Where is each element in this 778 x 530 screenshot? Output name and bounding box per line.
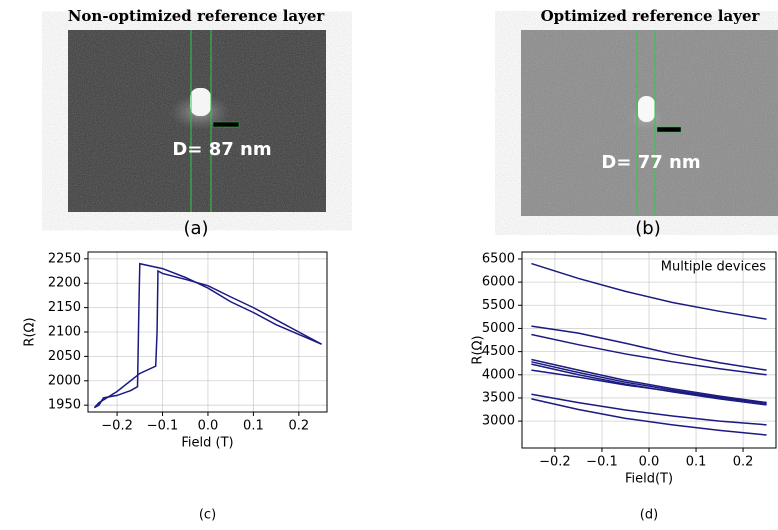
y-tick-label: 4500	[482, 344, 515, 359]
x-axis-label: Field(T)	[625, 472, 673, 487]
sem-image-a	[68, 30, 326, 212]
y-tick-label: 2150	[48, 300, 81, 315]
y-tick-label: 6000	[482, 275, 515, 290]
y-tick-label: 3000	[482, 414, 515, 429]
data-line	[531, 333, 767, 376]
y-tick-label: 2200	[48, 276, 81, 291]
panel-label: (a)	[183, 218, 208, 239]
x-tick-label: 0.1	[686, 455, 707, 470]
image-annotation: D= 77 nm	[601, 152, 700, 173]
panel-label: (c)	[199, 508, 216, 523]
data-line	[531, 398, 767, 436]
y-tick-label: 5500	[482, 298, 515, 313]
data-line	[531, 369, 767, 404]
image-annotation: D= 87 nm	[172, 139, 271, 160]
y-tick-label: 6500	[482, 251, 515, 266]
image-title: Non-optimized reference layer	[68, 7, 326, 25]
x-tick-label: −0.2	[539, 455, 571, 470]
y-tick-label: 2050	[48, 349, 81, 364]
plot-frame	[521, 251, 777, 449]
y-tick-label: 4000	[482, 367, 515, 382]
x-tick-label: 0.1	[243, 419, 264, 434]
data-line	[93, 269, 322, 409]
y-tick-label: 3500	[482, 390, 515, 405]
panel-label: (d)	[640, 508, 658, 523]
plot-frame	[87, 251, 328, 413]
y-tick-label: 5000	[482, 321, 515, 336]
x-tick-label: 0.2	[733, 455, 754, 470]
annotation: Multiple devices	[661, 260, 766, 275]
y-tick-label: 2250	[48, 251, 81, 266]
x-tick-label: −0.2	[101, 419, 133, 434]
data-line	[531, 358, 767, 404]
sem-image-b	[521, 30, 778, 216]
data-line	[94, 262, 322, 409]
y-axis-label: R(Ω)	[23, 317, 38, 346]
y-tick-label: 1950	[48, 398, 81, 413]
image-title: Optimized reference layer	[541, 7, 761, 25]
data-line	[531, 393, 767, 426]
x-tick-label: 0.2	[288, 419, 309, 434]
x-tick-label: −0.1	[147, 419, 179, 434]
y-axis-label: R(Ω)	[471, 335, 486, 364]
x-tick-label: −0.1	[586, 455, 618, 470]
y-tick-label: 2000	[48, 373, 81, 388]
y-tick-label: 2100	[48, 325, 81, 340]
panel-label: (b)	[635, 218, 660, 239]
data-line	[531, 262, 767, 320]
x-axis-label: Field (T)	[181, 436, 233, 451]
x-tick-label: 0.0	[639, 455, 660, 470]
data-line	[531, 325, 767, 371]
x-tick-label: 0.0	[198, 419, 219, 434]
